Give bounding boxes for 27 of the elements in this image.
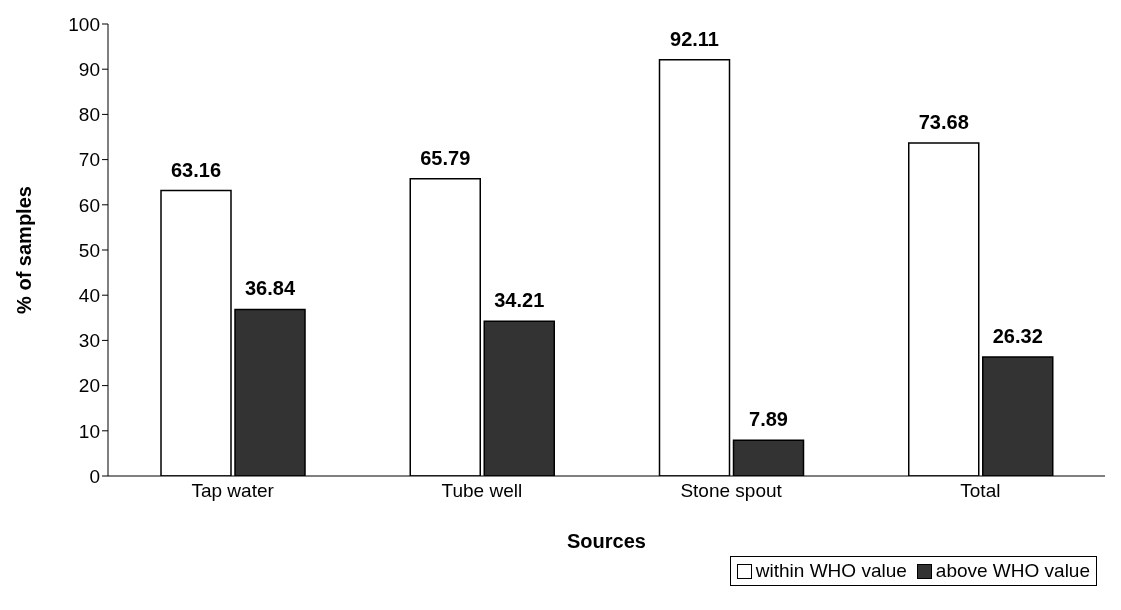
x-tick-label: Tube well [441, 480, 523, 502]
y-tick-label: 0 [89, 465, 100, 487]
x-axis-title: Sources [567, 530, 646, 552]
legend-label: within WHO value [755, 560, 907, 582]
y-tick-label: 40 [78, 284, 100, 306]
y-axis-title: % of samples [13, 186, 36, 314]
x-tick-label: Stone spout [680, 480, 783, 502]
data-label: 26.32 [992, 325, 1043, 348]
x-tick-label: Tap water [191, 480, 275, 502]
data-label: 65.79 [420, 146, 471, 169]
y-tick-label: 50 [78, 239, 100, 261]
data-label: 92.11 [670, 27, 719, 50]
legend-label: above WHO value [935, 560, 1090, 582]
y-tick-label: 90 [78, 58, 100, 80]
y-tick-label: 20 [78, 375, 100, 397]
y-tick-label: 80 [78, 104, 100, 126]
data-label: 63.16 [170, 158, 222, 181]
data-label: 7.89 [749, 408, 788, 431]
data-label: 36.84 [244, 277, 296, 300]
data-label: 34.21 [494, 289, 545, 312]
data-label: 73.68 [918, 110, 969, 133]
y-tick-label: 100 [68, 13, 100, 35]
x-tick-label: Total [960, 480, 1001, 502]
y-tick-label: 60 [78, 194, 100, 216]
y-tick-label: 70 [78, 149, 100, 171]
y-tick-label: 30 [78, 330, 100, 352]
y-tick-label: 10 [78, 420, 100, 442]
